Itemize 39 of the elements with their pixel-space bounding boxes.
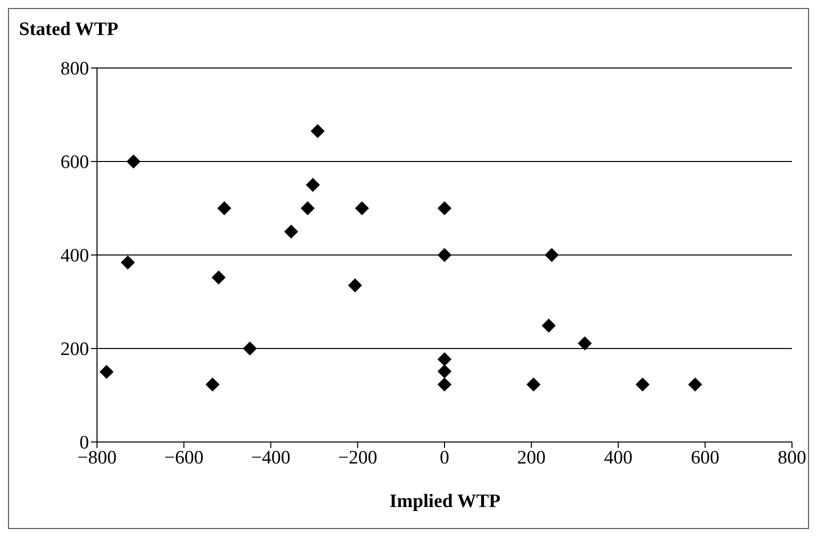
x-tick-label: 400 bbox=[604, 447, 632, 468]
point bbox=[438, 201, 452, 216]
x-tick-label: −400 bbox=[251, 447, 290, 468]
y-tick-label: 800 bbox=[60, 58, 89, 80]
x-tick-label: 600 bbox=[690, 447, 720, 468]
point bbox=[438, 364, 452, 378]
point bbox=[217, 201, 232, 216]
point bbox=[242, 342, 257, 356]
point bbox=[636, 378, 650, 392]
point bbox=[284, 224, 298, 239]
y-tick-label: 400 bbox=[60, 246, 89, 267]
y-tick-label: 200 bbox=[60, 339, 89, 360]
point bbox=[354, 201, 369, 216]
point bbox=[120, 255, 135, 270]
point bbox=[438, 248, 452, 262]
chart-title: Stated WTP bbox=[19, 19, 118, 41]
point bbox=[206, 378, 220, 392]
point bbox=[438, 378, 452, 392]
point bbox=[544, 248, 559, 262]
point bbox=[100, 364, 114, 379]
y-tick-label: 600 bbox=[60, 152, 89, 174]
x-tick-label: −200 bbox=[338, 447, 378, 468]
x-tick-label: 200 bbox=[517, 447, 546, 468]
x-tick-label: −600 bbox=[164, 447, 204, 468]
point bbox=[212, 270, 226, 284]
point bbox=[542, 318, 556, 333]
point bbox=[300, 201, 315, 216]
point bbox=[526, 378, 541, 392]
point bbox=[348, 278, 362, 292]
point bbox=[578, 336, 592, 350]
point bbox=[438, 352, 452, 366]
x-tick-label: 800 bbox=[778, 447, 806, 468]
point bbox=[310, 124, 325, 138]
x-axis-title: Implied WTP bbox=[388, 491, 502, 513]
point bbox=[126, 154, 140, 168]
x-tick-label: 0 bbox=[440, 447, 450, 468]
point bbox=[306, 178, 320, 192]
y-tick-label: 0 bbox=[80, 432, 89, 454]
point bbox=[688, 378, 702, 392]
